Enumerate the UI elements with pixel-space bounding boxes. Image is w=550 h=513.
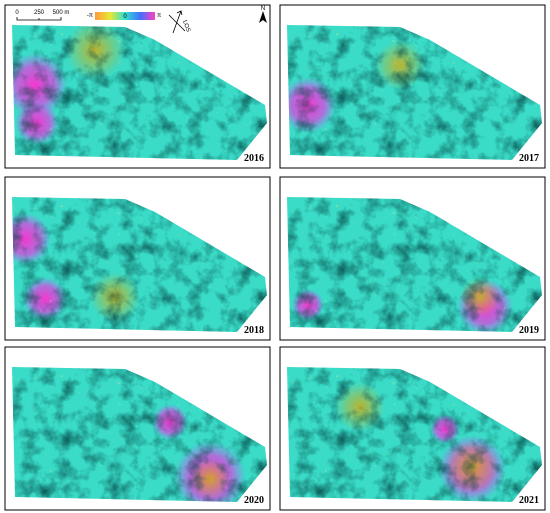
panel: 2020 xyxy=(4,346,271,511)
panel: 2016 0 250 500 m -π 0 π LOS N xyxy=(4,4,271,169)
panel: 2017 xyxy=(279,4,546,169)
colorbar-label: -π xyxy=(87,13,93,19)
panel: 2018 xyxy=(4,176,271,341)
los-arrow xyxy=(168,10,186,34)
colorbar-label: π xyxy=(157,13,161,19)
north-arrow xyxy=(259,11,267,23)
colorbar xyxy=(95,12,155,20)
north-label: N xyxy=(261,6,265,12)
legend: 0 250 500 m -π 0 π LOS N xyxy=(15,6,267,34)
year-label: 2020 xyxy=(244,495,264,506)
year-label: 2016 xyxy=(244,153,264,164)
scale-label: 500 m xyxy=(53,10,70,16)
interferogram xyxy=(287,367,542,502)
scale-label: 0 xyxy=(15,10,19,16)
los-label: LOS xyxy=(181,20,191,33)
scale-label: 250 xyxy=(34,10,45,16)
colorbar-label: 0 xyxy=(123,14,127,20)
year-label: 2021 xyxy=(519,495,539,506)
panel: 2021 xyxy=(279,346,546,511)
panel: 2019 xyxy=(279,176,546,341)
year-label: 2017 xyxy=(519,153,539,164)
scale-bar xyxy=(16,17,62,21)
interferogram xyxy=(287,25,542,160)
year-label: 2018 xyxy=(244,325,264,336)
year-label: 2019 xyxy=(519,325,539,336)
